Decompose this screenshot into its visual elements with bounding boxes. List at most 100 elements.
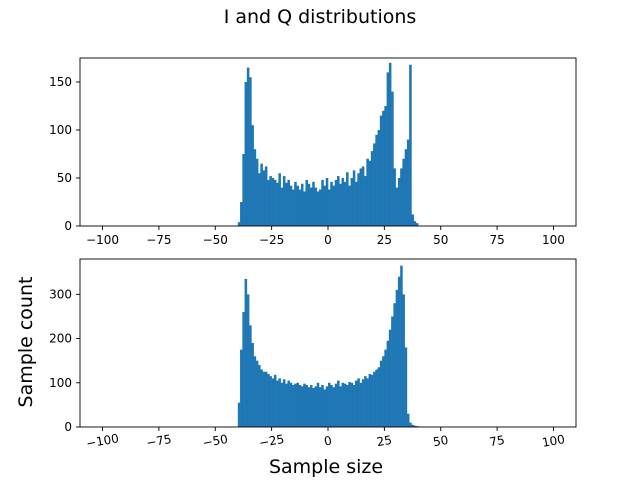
histogram-bar [350, 382, 354, 427]
histogram-bar [411, 214, 414, 226]
histogram-bar [382, 110, 385, 226]
histogram-bar [262, 371, 266, 427]
histogram-bar [341, 382, 345, 427]
histogram-bar [294, 383, 297, 427]
histogram-bar [332, 185, 336, 226]
histogram-bar [364, 376, 367, 427]
histogram-bar [260, 163, 263, 226]
histogram-bar [255, 360, 259, 427]
histogram-bar [330, 385, 333, 427]
histogram-bar [373, 371, 376, 427]
histogram-bar [404, 347, 408, 427]
histogram-bar [343, 181, 347, 226]
histogram-bar [323, 389, 327, 427]
histogram-bar [249, 325, 252, 427]
y-tick-label: 200 [49, 332, 72, 346]
histogram-bar [406, 139, 410, 226]
histogram-bar [300, 386, 304, 427]
histogram-bar [397, 178, 401, 226]
histogram-bar [413, 425, 417, 427]
histogram-bar [309, 385, 313, 427]
histogram-bar [386, 340, 390, 427]
x-tick-label: −75 [146, 233, 171, 247]
histogram-bar [339, 183, 342, 226]
histogram-bar [377, 367, 381, 427]
histogram-bar [393, 303, 396, 427]
histogram-bar [364, 176, 367, 226]
histogram-bar [316, 382, 320, 427]
histogram-bar [384, 349, 387, 427]
histogram-bar [411, 424, 414, 427]
histogram-bar [357, 378, 360, 427]
histogram-bar [278, 173, 281, 226]
histogram-bar [307, 183, 311, 226]
histogram-bar [337, 176, 340, 226]
histogram-bar [379, 360, 383, 427]
x-tick-label: −100 [85, 431, 120, 451]
histogram-bar [285, 383, 288, 427]
histogram-bar [321, 179, 324, 226]
histogram-bar [395, 289, 399, 427]
histogram-bar [296, 185, 299, 226]
histogram-bar [244, 82, 248, 226]
y-tick-label: 100 [49, 376, 72, 390]
histogram-bar [251, 343, 254, 427]
histogram-bar [242, 312, 245, 427]
histogram-bar [251, 125, 254, 226]
histogram-bar [388, 329, 392, 427]
histogram-bar [303, 383, 306, 427]
histogram-bar [391, 316, 394, 427]
histogram-bar [267, 179, 270, 226]
histogram-bar [352, 170, 356, 226]
histogram-bar [314, 187, 318, 226]
x-tick-label: −75 [145, 432, 172, 450]
histogram-bar [264, 371, 268, 427]
histogram-bar [273, 179, 277, 226]
y-tick-label: 0 [64, 219, 72, 233]
x-tick-label: 100 [541, 432, 566, 450]
histogram-bar [339, 386, 342, 427]
histogram-bar [402, 158, 405, 226]
histogram-bar [309, 187, 313, 226]
histogram-bar [368, 373, 372, 427]
histogram-bar [298, 189, 302, 226]
histogram-bar [355, 380, 358, 427]
histogram-bar [237, 222, 241, 226]
histogram-bar [375, 369, 378, 427]
histogram-bar [303, 191, 306, 226]
histogram-bar [280, 187, 284, 226]
histogram-bar [276, 182, 279, 226]
x-tick-label: 0 [323, 433, 333, 448]
x-axis-label: Sample size [268, 456, 384, 478]
histogram-bar [406, 413, 410, 427]
histogram-bar [249, 77, 252, 226]
x-tick-label: 100 [542, 233, 565, 247]
histogram-bar [269, 376, 272, 427]
figure-title: I and Q distributions [223, 6, 417, 28]
histogram-bar [287, 380, 290, 427]
y-axis-label: Sample count [15, 276, 37, 408]
histogram-bar [258, 365, 261, 427]
histogram-bar [415, 223, 419, 226]
y-tick-label: 100 [49, 123, 72, 137]
histogram-bar [264, 166, 268, 226]
histogram-bar [361, 166, 365, 226]
histogram-bar [348, 185, 351, 226]
histogram-bar [400, 265, 403, 427]
histogram-bar [379, 115, 383, 226]
histogram-bar [323, 185, 327, 226]
top-histogram-panel: −100 −75 −50 −25 0 25 50 75 100 0 50 100 150 [49, 57, 577, 247]
histogram-bar [316, 191, 320, 226]
histogram-bar [375, 134, 378, 226]
x-tick-label: −50 [203, 233, 228, 247]
histogram-bar [278, 378, 281, 427]
histogram-bar [366, 378, 369, 427]
histogram-bar [370, 374, 374, 427]
histogram-bar [346, 172, 349, 226]
histogram-bar [346, 385, 349, 427]
histogram-bar [273, 374, 277, 427]
histogram-bar [332, 387, 336, 427]
histogram-bar [271, 378, 275, 427]
histogram-bar [262, 170, 266, 226]
histogram-bar [289, 185, 293, 226]
